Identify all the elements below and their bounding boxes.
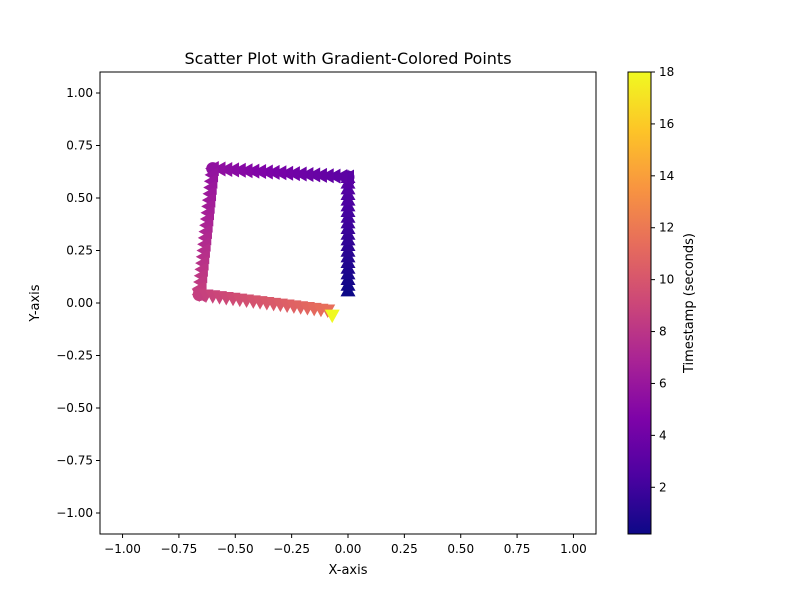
y-tick-label: 0.00 — [66, 296, 93, 310]
data-point-triangle-left — [245, 163, 260, 179]
x-axis-label: X-axis — [329, 563, 368, 578]
y-tick-label: 0.25 — [66, 244, 93, 258]
y-tick-label: −0.50 — [56, 401, 93, 415]
data-point-triangle-left — [333, 169, 348, 185]
data-point-triangle-left — [239, 163, 253, 179]
data-point-triangle-left — [313, 167, 327, 183]
data-point-triangle-left — [293, 166, 307, 182]
x-tick-label: −0.25 — [273, 542, 310, 556]
y-tick-label: −0.75 — [56, 454, 93, 468]
colorbar-label: Timestamp (seconds) — [682, 233, 697, 374]
x-tick-label: −0.75 — [161, 542, 198, 556]
x-tick-label: 0.25 — [391, 542, 418, 556]
colorbar-ticks: 2 4 6 8 10 12 14 16 18 — [651, 65, 674, 494]
y-tick-label: 0.50 — [66, 191, 93, 205]
data-point-triangle-left — [232, 162, 246, 178]
data-point-triangle-left — [320, 168, 334, 184]
y-axis-label: Y-axis — [28, 284, 43, 322]
colorbar-tick-label: 14 — [659, 169, 674, 183]
data-point-triangle-left — [279, 165, 294, 181]
data-point-triangle-left — [340, 169, 354, 185]
x-tick-label: 0.75 — [504, 542, 531, 556]
colorbar — [628, 72, 651, 534]
data-point-triangle-left — [252, 164, 267, 180]
colorbar-tick-label: 2 — [659, 480, 667, 494]
data-point-triangle-left — [299, 166, 314, 182]
x-tick-label: 0.00 — [335, 542, 362, 556]
data-point-triangle-left — [266, 164, 280, 180]
scatter-points — [191, 161, 356, 324]
colorbar-tick-label: 6 — [659, 376, 667, 390]
y-tick-label: −1.00 — [56, 506, 93, 520]
y-tick-label: 1.00 — [66, 86, 93, 100]
x-tick-label: −0.50 — [217, 542, 254, 556]
colorbar-tick-label: 12 — [659, 221, 674, 235]
data-point-triangle-left — [272, 165, 287, 181]
data-point-triangle-left — [326, 168, 341, 184]
data-point-triangle-left — [286, 166, 300, 182]
plot-frame — [99, 71, 597, 535]
y-tick-label: −0.25 — [56, 349, 93, 363]
y-tick-label: 0.75 — [66, 139, 93, 153]
data-point-triangle-left — [218, 161, 233, 177]
data-point-triangle-left — [259, 164, 273, 180]
colorbar-tick-label: 8 — [659, 325, 667, 339]
x-axis-ticks: −1.00 −0.75 −0.50 −0.25 0.00 0.25 0.50 0.75 1.00 — [104, 534, 587, 556]
x-tick-label: −1.00 — [104, 542, 141, 556]
chart-title: Scatter Plot with Gradient-Colored Point… — [184, 49, 511, 68]
colorbar-tick-label: 10 — [659, 273, 674, 287]
colorbar-frame — [627, 71, 652, 535]
colorbar-tick-label: 18 — [659, 65, 674, 79]
colorbar-tick-label: 16 — [659, 117, 674, 131]
x-tick-label: 0.50 — [447, 542, 474, 556]
data-point-triangle-left — [225, 162, 240, 178]
x-tick-label: 1.00 — [560, 542, 587, 556]
data-point-triangle-left — [306, 167, 321, 183]
data-point-triangle-down — [324, 309, 340, 324]
y-axis-ticks: 1.00 0.75 0.50 0.25 0.00 −0.25 −0.50 −0.75 −1.00 — [56, 86, 100, 520]
colorbar-tick-label: 4 — [659, 428, 667, 442]
